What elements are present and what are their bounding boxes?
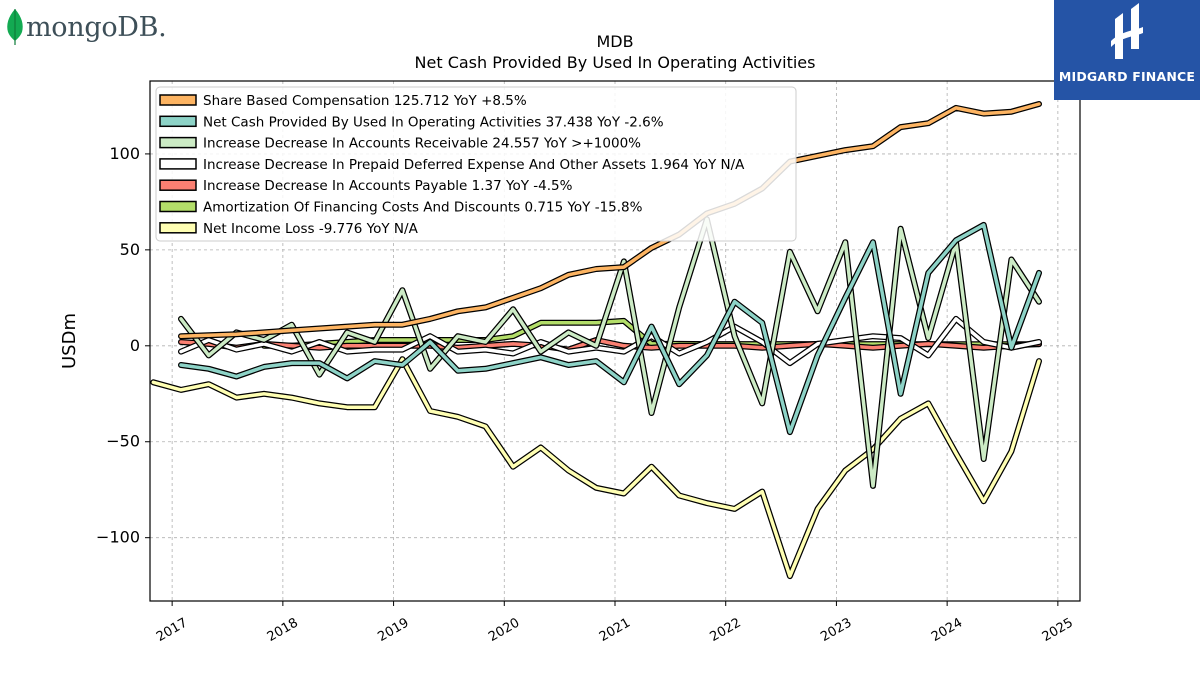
x-tick-label: 2021 <box>597 615 633 645</box>
y-axis-label: USDm <box>59 313 80 369</box>
legend-label: Share Based Compensation 125.712 YoY +8.… <box>203 93 527 109</box>
x-tick-label: 2020 <box>486 615 522 645</box>
chart-subtitle: Net Cash Provided By Used In Operating A… <box>415 53 816 72</box>
y-tick-label: −100 <box>96 528 140 547</box>
midgard-emblem-icon <box>1111 3 1143 59</box>
legend-swatch <box>159 158 197 170</box>
midgard-wordmark: MIDGARD FINANCE <box>1058 69 1196 84</box>
series-line <box>179 338 1041 352</box>
legend-swatch <box>159 200 197 213</box>
series-line <box>179 223 1041 434</box>
midgard-finance-logo: MIDGARD FINANCE <box>1054 0 1200 100</box>
series-layer <box>150 101 1042 580</box>
series-line <box>179 102 1041 338</box>
legend-label: Increase Decrease In Accounts Receivable… <box>203 136 641 152</box>
legend-swatch <box>159 136 197 149</box>
legend-swatch <box>159 222 197 234</box>
mongodb-logo: mongoDB. <box>4 8 167 46</box>
mongodb-leaf-icon <box>7 8 23 45</box>
x-tick-label: 2017 <box>154 615 190 645</box>
series-5 <box>178 221 1042 436</box>
legend-label: Increase Decrease In Prepaid Deferred Ex… <box>203 157 745 173</box>
x-tick-label: 2023 <box>818 615 854 645</box>
y-tick-label: 100 <box>109 144 140 163</box>
series-line <box>179 317 1041 365</box>
x-tick-label: 2022 <box>708 615 744 645</box>
x-tick-label: 2025 <box>1040 615 1076 645</box>
x-tick-label: 2019 <box>375 615 411 645</box>
series-2 <box>178 337 1042 353</box>
y-tick-label: −50 <box>106 432 140 451</box>
legend-label: Amortization Of Financing Costs And Disc… <box>203 200 643 216</box>
mongodb-wordmark: mongoDB. <box>26 11 167 43</box>
legend-label: Net Cash Provided By Used In Operating A… <box>203 114 664 130</box>
series-0 <box>150 356 1042 580</box>
legend: Share Based Compensation 125.712 YoY +8.… <box>155 86 797 242</box>
chart-title: MDB <box>596 32 633 51</box>
legend-box <box>155 86 797 242</box>
x-tick-label: 2024 <box>929 615 965 645</box>
y-tick-label: 0 <box>130 336 140 355</box>
series-outline <box>150 356 1042 580</box>
legend-label: Net Income Loss -9.776 YoY N/A <box>203 221 419 237</box>
legend-swatch <box>159 179 197 191</box>
x-tick-label: 2018 <box>265 615 301 645</box>
legend-swatch <box>159 115 197 128</box>
legend-swatch <box>159 94 197 106</box>
series-line <box>151 357 1041 578</box>
legend-label: Increase Decrease In Accounts Payable 1.… <box>203 178 573 194</box>
y-tick-label: 50 <box>120 240 140 259</box>
series-6 <box>178 101 1042 340</box>
series-3 <box>178 315 1042 367</box>
